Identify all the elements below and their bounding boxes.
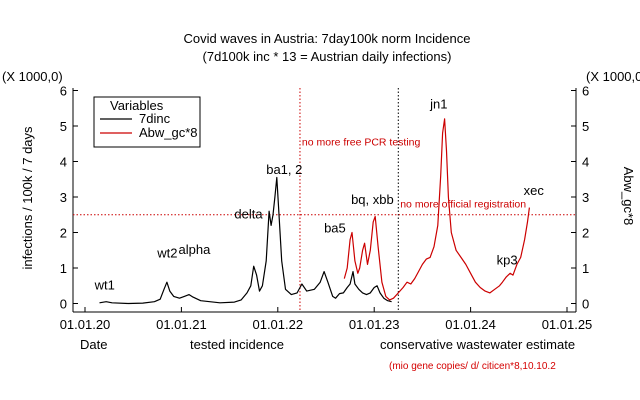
y-multiplier-right: (X 1000,0) — [586, 69, 640, 84]
annotation-wave-label: bq, xbb — [351, 192, 394, 207]
y-tick-label-right: 3 — [582, 190, 589, 205]
x-caption-left: tested incidence — [190, 337, 284, 352]
y-tick-label-right: 6 — [582, 84, 589, 99]
legend-box — [93, 96, 201, 148]
annotation-wave-label: xec — [524, 183, 545, 198]
y-tick-label-left: 6 — [60, 84, 67, 99]
chart-title: Covid waves in Austria: 7day100k norm In… — [184, 31, 471, 46]
y-axis-label-right: Abw_gc*8 — [621, 167, 636, 226]
annotation-note: no more free PCR testing — [302, 137, 421, 149]
annotation-note: no more official registration — [400, 199, 526, 211]
x-tick-label: 01.01.24 — [445, 317, 496, 332]
y-tick-label-right: 1 — [582, 261, 589, 276]
legend-entry-7dinc: 7dinc — [139, 111, 171, 126]
y-tick-label-left: 2 — [60, 226, 67, 241]
x-tick-label: 01.01.23 — [349, 317, 400, 332]
plot-area: 0 0 1 1 2 2 3 3 4 4 5 5 6 6 01.01.20 01.01.21 01.01.22 01… — [60, 84, 593, 333]
annotation-wave-label: kp3 — [497, 252, 518, 267]
annotation-wave-label: delta — [234, 206, 263, 221]
annotation-wave-label: wt2 — [156, 245, 177, 260]
series-line-7dinc — [99, 176, 392, 305]
y-tick-label-right: 2 — [582, 226, 589, 241]
series-line-abw-gc — [343, 118, 530, 301]
x-caption-note: (mio gene copies/ d/ citicen*8,10.10.2 — [389, 361, 556, 372]
y-tick-label-left: 5 — [60, 119, 67, 134]
x-tick-label: 01.01.22 — [252, 317, 303, 332]
chart-subtitle: (7d100k inc * 13 = Austrian daily infect… — [203, 49, 452, 64]
y-tick-label-left: 4 — [60, 155, 67, 170]
legend-title: Variables — [110, 98, 164, 113]
x-axis-label: Date — [80, 337, 107, 352]
y-tick-label-right: 5 — [582, 119, 589, 134]
annotation-wave-label: jn1 — [429, 96, 447, 111]
x-caption-right: conservative wastewater estimate — [380, 337, 575, 352]
x-tick-label: 01.01.21 — [156, 317, 207, 332]
annotation-wave-label: alpha — [179, 242, 212, 257]
y-multiplier-left: (X 1000,0) — [2, 69, 63, 84]
y-tick-label-right: 0 — [582, 297, 589, 312]
annotation-wave-label: wt1 — [94, 277, 115, 292]
annotation-wave-label: ba5 — [324, 221, 346, 236]
legend-entry-abw-gc: Abw_gc*8 — [139, 125, 198, 140]
y-tick-label-left: 0 — [60, 297, 67, 312]
y-axis-label-left: infections / 100k / 7 days — [20, 126, 35, 270]
x-tick-label: 01.01.25 — [542, 317, 593, 332]
x-tick-label: 01.01.20 — [60, 317, 111, 332]
y-tick-label-left: 1 — [60, 261, 67, 276]
y-tick-label-left: 3 — [60, 190, 67, 205]
annotation-wave-label: ba1, 2 — [266, 162, 302, 177]
y-tick-label-right: 4 — [582, 155, 589, 170]
